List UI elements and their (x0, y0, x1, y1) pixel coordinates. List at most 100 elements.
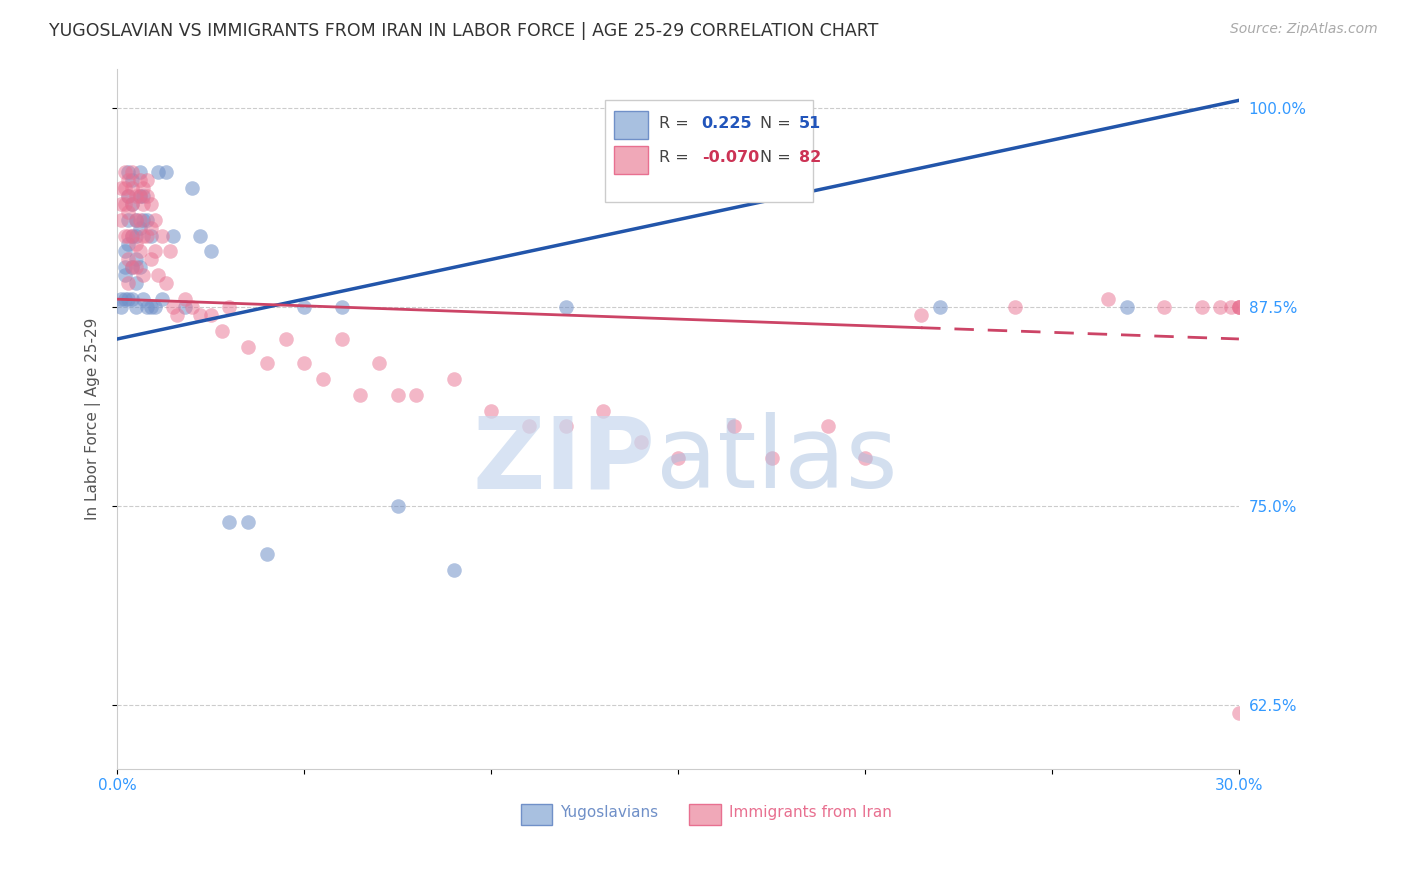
Point (128, 189, 150, 203)
Point (125, 236, 148, 251)
Point (117, 189, 139, 203)
Point (121, 228, 143, 243)
Point (114, 260, 136, 275)
Text: 51: 51 (799, 116, 821, 130)
Point (139, 252, 162, 267)
Point (292, 300, 315, 314)
Text: 0.225: 0.225 (702, 116, 752, 130)
Point (387, 499, 409, 513)
Point (166, 308, 188, 322)
Point (173, 300, 195, 314)
Point (139, 228, 162, 243)
FancyBboxPatch shape (614, 111, 648, 138)
Point (236, 340, 259, 354)
Point (274, 332, 297, 346)
Point (761, 451, 783, 466)
Text: Yugoslavians: Yugoslavians (561, 805, 658, 820)
Text: ZIP: ZIP (472, 412, 655, 509)
Point (114, 165, 136, 179)
Point (117, 189, 139, 203)
Point (121, 196, 143, 211)
Point (117, 173, 139, 187)
Point (132, 228, 155, 243)
Point (211, 324, 233, 338)
Text: 82: 82 (799, 150, 821, 165)
Point (125, 277, 148, 291)
Point (114, 228, 136, 243)
Point (256, 356, 278, 370)
Point (349, 387, 371, 401)
Point (121, 260, 143, 275)
FancyBboxPatch shape (614, 145, 648, 174)
Point (121, 228, 143, 243)
Point (910, 308, 932, 322)
FancyBboxPatch shape (522, 804, 553, 824)
Point (630, 435, 652, 450)
Point (128, 220, 150, 235)
Text: YUGOSLAVIAN VS IMMIGRANTS FROM IRAN IN LABOR FORCE | AGE 25-29 CORRELATION CHART: YUGOSLAVIAN VS IMMIGRANTS FROM IRAN IN L… (49, 22, 879, 40)
Point (1227, 706, 1250, 720)
Point (114, 181, 136, 195)
Point (139, 220, 162, 235)
Point (148, 268, 170, 283)
Point (387, 387, 409, 401)
Point (125, 260, 148, 275)
Point (1004, 300, 1026, 314)
Point (121, 181, 143, 195)
Point (117, 292, 139, 306)
Point (162, 300, 184, 314)
Point (121, 196, 143, 211)
Point (143, 300, 166, 314)
Point (443, 563, 465, 577)
Point (236, 515, 259, 529)
Point (1227, 300, 1250, 314)
Point (1153, 300, 1175, 314)
Point (136, 212, 159, 227)
Point (181, 300, 204, 314)
Point (330, 332, 353, 346)
Text: atlas: atlas (655, 412, 897, 509)
Point (292, 356, 315, 370)
Text: R =: R = (659, 150, 689, 165)
Point (110, 300, 132, 314)
Point (121, 292, 143, 306)
Point (139, 300, 162, 314)
Text: N =: N = (761, 150, 790, 165)
Point (666, 451, 689, 466)
Point (200, 244, 222, 259)
FancyBboxPatch shape (605, 100, 813, 202)
Point (1097, 292, 1119, 306)
Point (173, 292, 195, 306)
Point (1115, 300, 1137, 314)
Point (117, 252, 139, 267)
FancyBboxPatch shape (689, 804, 721, 824)
Point (114, 292, 136, 306)
Point (117, 212, 139, 227)
Point (117, 204, 139, 219)
Point (117, 165, 139, 179)
Point (143, 212, 166, 227)
Point (121, 260, 143, 275)
Point (125, 252, 148, 267)
Point (723, 419, 745, 434)
Point (443, 372, 465, 386)
Point (128, 212, 150, 227)
Point (114, 196, 136, 211)
Point (117, 277, 139, 291)
Point (155, 165, 177, 179)
Point (110, 292, 132, 306)
Point (132, 196, 155, 211)
Point (555, 300, 578, 314)
Point (125, 212, 148, 227)
Point (117, 228, 139, 243)
Point (117, 236, 139, 251)
Point (125, 300, 148, 314)
Text: Source: ZipAtlas.com: Source: ZipAtlas.com (1230, 22, 1378, 37)
Y-axis label: In Labor Force | Age 25-29: In Labor Force | Age 25-29 (86, 318, 101, 520)
Point (128, 173, 150, 187)
Point (132, 181, 155, 195)
Point (592, 403, 614, 417)
Point (162, 228, 184, 243)
Point (155, 277, 177, 291)
Point (132, 292, 155, 306)
